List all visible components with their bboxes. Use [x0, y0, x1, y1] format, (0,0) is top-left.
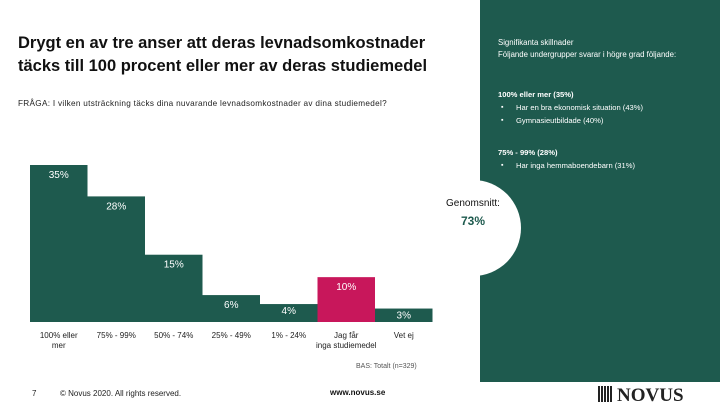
panel-item: ▪ Har inga hemmaboendebarn (31%)	[498, 159, 713, 172]
page-title: Drygt en av tre anser att deras levnadso…	[18, 34, 428, 75]
bar-chart: 35% 100% eller mer 28% 75% - 99% 15% 50% - 74%…	[30, 165, 433, 350]
panel-item-text: Har inga hemmaboendebarn (31%)	[516, 161, 636, 170]
bar-6	[375, 308, 433, 322]
average-label: Genomsnitt:	[446, 198, 500, 209]
category-label: 50% - 74%	[154, 331, 193, 340]
bar-value-label: 6%	[224, 300, 239, 311]
panel-block-75: 75% - 99% (28%) ▪ Har inga hemmaboendebar…	[498, 146, 713, 172]
average-value: 73%	[460, 214, 486, 228]
category-label: Jag får inga studiemedel	[316, 331, 377, 350]
logo-text: NOVUS	[617, 385, 684, 405]
panel-item: ▪ Har en bra ekonomisk situation (43%)	[498, 101, 713, 114]
bar-value-label: 4%	[282, 306, 297, 317]
bullet-icon: ▪	[501, 162, 504, 169]
copyright: © Novus 2020. All rights reserved.	[60, 389, 182, 398]
bar-value-label: 35%	[49, 170, 69, 181]
website-link[interactable]: www.novus.se	[330, 388, 386, 397]
bullet-icon: ▪	[501, 104, 504, 111]
bar-0	[30, 165, 88, 322]
bar-1	[87, 196, 145, 322]
novus-logo: NOVUS	[598, 385, 684, 405]
panel-item-text: Har en bra ekonomisk situation (43%)	[516, 103, 644, 112]
panel-heading-line1: Signifikanta skillnader	[498, 38, 574, 47]
bar-value-label: 15%	[164, 260, 184, 271]
base-note: BAS: Totalt (n=329)	[356, 363, 417, 370]
category-label: 1% - 24%	[271, 331, 306, 340]
panel-item: ▪ Gymnasieutbildade (40%)	[498, 114, 713, 127]
panel-item-text: Gymnasieutbildade (40%)	[516, 116, 604, 125]
footer	[0, 382, 720, 405]
panel-heading: Signifikanta skillnader Följande undergr…	[498, 37, 698, 61]
bar-value-label: 3%	[397, 311, 412, 322]
category-label: 75% - 99%	[97, 331, 136, 340]
average-circle: Genomsnitt: 73%	[425, 180, 521, 276]
significance-panel	[480, 0, 720, 382]
category-label: 100% eller mer	[40, 331, 78, 350]
bar-2	[145, 254, 203, 322]
panel-block-head: 100% eller mer (35%)	[498, 90, 574, 99]
bar-3	[202, 295, 260, 322]
panel-block-head: 75% - 99% (28%)	[498, 148, 558, 157]
panel-heading-line2: Följande undergrupper svarar i högre gra…	[498, 50, 677, 59]
panel-block-100: 100% eller mer (35%) ▪ Har en bra ekonomi…	[498, 88, 713, 127]
category-label: 25% - 49%	[212, 331, 251, 340]
bullet-icon: ▪	[501, 117, 504, 124]
bar-4	[260, 304, 318, 322]
category-label: Vet ej	[394, 331, 414, 340]
survey-question: FRÅGA: I vilken utsträckning täcks dina …	[18, 99, 387, 108]
bar-5	[317, 277, 375, 322]
page-number: 7	[32, 389, 37, 398]
bar-value-label: 10%	[336, 282, 356, 293]
bar-value-label: 28%	[106, 201, 126, 212]
